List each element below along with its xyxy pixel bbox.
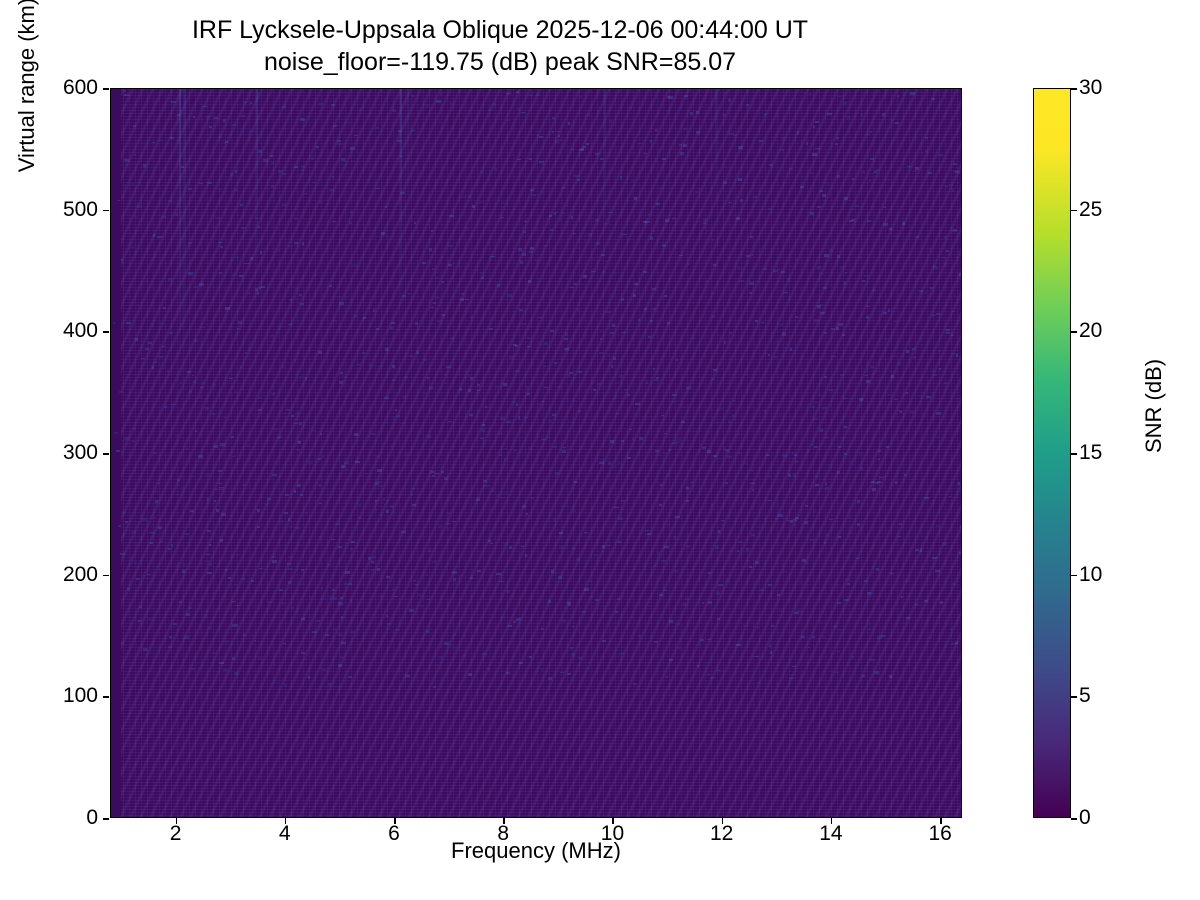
title-line2: noise_floor=-119.75 (dB) peak SNR=85.07 <box>0 46 1000 78</box>
y-tick-label-200: 200 <box>38 563 98 587</box>
y-tick-mark-500 <box>103 210 109 212</box>
y-tick-mark-600 <box>103 88 109 90</box>
speckle-noise-layer <box>111 89 961 817</box>
colorbar-tick-mark-10 <box>1071 575 1077 577</box>
x-tick-label-14: 14 <box>819 822 842 846</box>
colorbar-tick-mark-20 <box>1071 331 1077 333</box>
x-tick-label-4: 4 <box>279 822 291 846</box>
colorbar-tick-label-5: 5 <box>1079 684 1091 708</box>
heatmap-plot[interactable] <box>110 88 962 818</box>
y-tick-mark-400 <box>103 331 109 333</box>
y-tick-label-500: 500 <box>38 198 98 222</box>
y-tick-label-400: 400 <box>38 319 98 343</box>
title-line1: IRF Lycksele-Uppsala Oblique 2025-12-06 … <box>0 14 1000 46</box>
colorbar-tick-label-30: 30 <box>1079 76 1102 100</box>
y-tick-label-100: 100 <box>38 684 98 708</box>
y-tick-mark-300 <box>103 453 109 455</box>
x-tick-label-2: 2 <box>170 822 182 846</box>
x-tick-label-12: 12 <box>710 822 733 846</box>
colorbar-tick-mark-25 <box>1071 210 1077 212</box>
colorbar[interactable]: SNR (dB) <box>1033 88 1071 818</box>
y-tick-label-0: 0 <box>38 806 98 830</box>
y-tick-label-600: 600 <box>38 76 98 100</box>
colorbar-tick-label-10: 10 <box>1079 563 1102 587</box>
x-tick-label-10: 10 <box>601 822 624 846</box>
y-tick-mark-0 <box>103 818 109 820</box>
y-tick-mark-100 <box>103 696 109 698</box>
colorbar-tick-mark-15 <box>1071 453 1077 455</box>
y-tick-label-300: 300 <box>38 441 98 465</box>
colorbar-label: SNR (dB) <box>1141 359 1167 453</box>
colorbar-gradient <box>1033 88 1071 818</box>
y-axis-label: Virtual range (km) <box>14 0 40 250</box>
x-tick-label-16: 16 <box>928 822 951 846</box>
colorbar-tick-mark-5 <box>1071 696 1077 698</box>
colorbar-tick-label-15: 15 <box>1079 441 1102 465</box>
colorbar-tick-mark-0 <box>1071 818 1077 820</box>
y-tick-mark-200 <box>103 575 109 577</box>
colorbar-tick-label-20: 20 <box>1079 319 1102 343</box>
chart-title: IRF Lycksele-Uppsala Oblique 2025-12-06 … <box>0 14 1000 78</box>
x-tick-label-8: 8 <box>497 822 509 846</box>
colorbar-tick-label-0: 0 <box>1079 806 1091 830</box>
colorbar-tick-mark-30 <box>1071 88 1077 90</box>
colorbar-tick-label-25: 25 <box>1079 198 1102 222</box>
x-tick-label-6: 6 <box>388 822 400 846</box>
